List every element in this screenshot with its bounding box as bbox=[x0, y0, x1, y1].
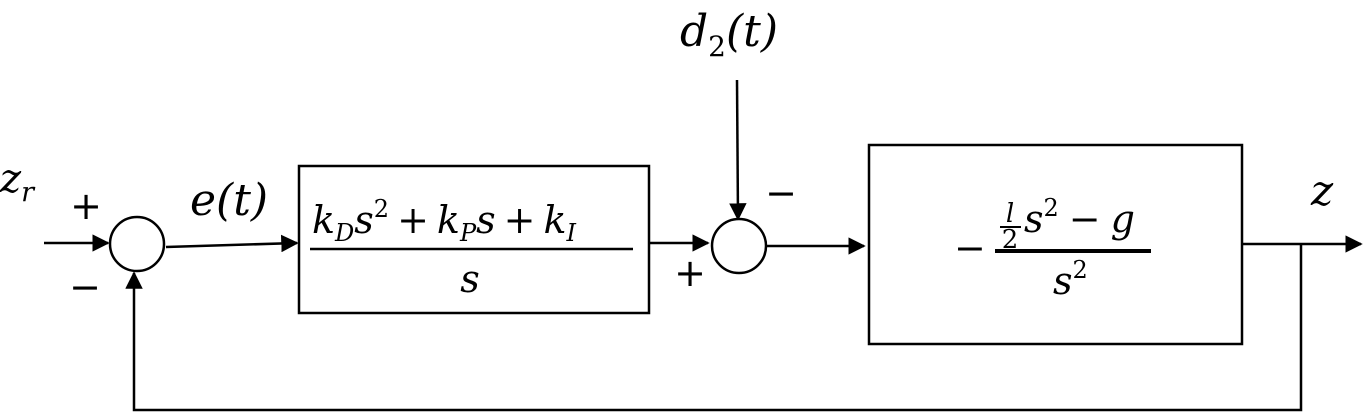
plant-block bbox=[867, 143, 1244, 346]
disturbance-arrow bbox=[729, 79, 747, 221]
junction2-plus-sign: + bbox=[674, 251, 706, 295]
plant-leading-sign: − bbox=[954, 226, 986, 270]
junction1-plus-sign: + bbox=[70, 184, 102, 228]
reference-label: zr bbox=[0, 156, 36, 208]
feedback-path bbox=[125, 244, 1303, 412]
plant-transfer-function: − l 2 s2− g s2 bbox=[954, 194, 1151, 303]
controller-denominator: s bbox=[460, 257, 480, 301]
output-label: z bbox=[1310, 166, 1334, 215]
plant-denominator: s2 bbox=[1053, 256, 1088, 303]
controller-transfer-function: kDs2 + kPs + kI s bbox=[310, 195, 633, 301]
plant-inner-numerator: l bbox=[1006, 199, 1014, 229]
error-signal-arrow bbox=[165, 234, 299, 253]
controller-block bbox=[297, 164, 651, 315]
error-label: e(t) bbox=[190, 175, 268, 226]
plant-inner-denominator: 2 bbox=[1002, 225, 1019, 255]
junction2-minus-sign: − bbox=[765, 171, 797, 215]
disturbance-label: d2(t) bbox=[680, 6, 778, 63]
summing-junction-1 bbox=[108, 215, 166, 273]
controller-numerator: kDs2 + kPs + kI bbox=[312, 195, 577, 247]
summing-junction-2 bbox=[710, 217, 768, 275]
plant-numerator-rest: s2− g bbox=[1024, 194, 1135, 241]
junction1-minus-sign: − bbox=[69, 265, 101, 309]
